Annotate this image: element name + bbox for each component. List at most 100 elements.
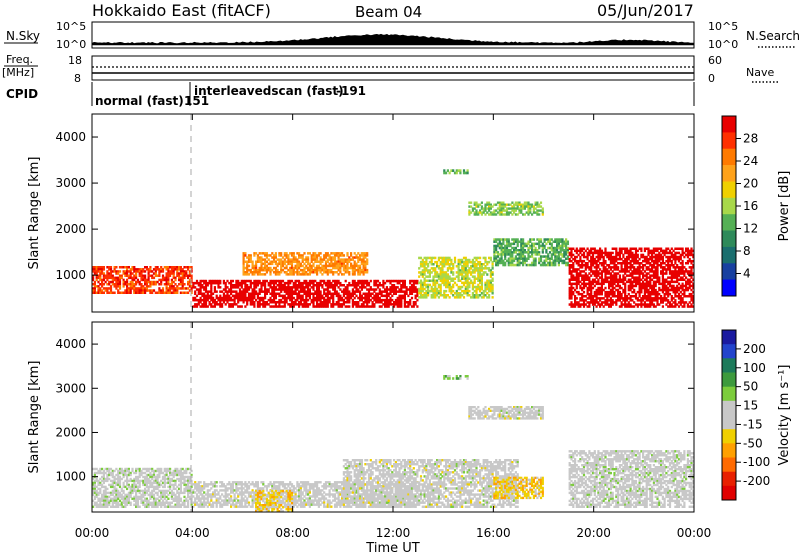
heatmap-cell	[262, 296, 265, 300]
heatmap-cell	[412, 286, 415, 289]
heatmap-cell	[269, 268, 272, 272]
heatmap-cell	[108, 491, 111, 495]
heatmap-cell	[111, 473, 114, 477]
heatmap-cell	[604, 295, 607, 298]
heatmap-cell	[235, 279, 238, 283]
heatmap-cell	[273, 298, 276, 302]
heatmap-cell	[627, 305, 630, 308]
heatmap-cell	[253, 279, 256, 283]
heatmap-cell	[595, 262, 598, 265]
heatmap-cell	[328, 264, 331, 268]
heatmap-cell	[407, 288, 410, 291]
heatmap-cell	[514, 201, 517, 204]
heatmap-cell	[109, 467, 113, 471]
heatmap-cell	[685, 268, 688, 271]
heatmap-cell	[135, 276, 138, 280]
heatmap-cell	[117, 495, 120, 499]
heatmap-cell	[265, 252, 268, 255]
heatmap-cell	[305, 260, 308, 263]
heatmap-cell	[661, 288, 664, 292]
heatmap-cell	[251, 296, 254, 300]
heatmap-cell	[342, 268, 345, 272]
heatmap-cell	[423, 292, 426, 295]
heatmap-cell	[634, 284, 638, 288]
heatmap-cell	[335, 292, 338, 295]
heatmap-cell	[273, 301, 276, 304]
heatmap-cell	[661, 299, 664, 302]
heatmap-cell	[505, 213, 509, 216]
heatmap-cell	[606, 272, 609, 275]
heatmap-cell	[633, 288, 636, 292]
heatmap-cell	[307, 268, 310, 272]
heatmap-cell	[531, 253, 534, 256]
heatmap-cell	[276, 271, 279, 274]
heatmap-cell	[643, 255, 646, 259]
heatmap-cell	[307, 256, 310, 259]
heatmap-cell	[170, 285, 173, 288]
heatmap-cell	[461, 277, 464, 280]
heatmap-cell	[461, 285, 464, 289]
heatmap-cell	[255, 279, 258, 283]
heatmap-cell	[640, 290, 643, 294]
heatmap-cell	[92, 487, 95, 491]
heatmap-cell	[582, 286, 586, 290]
heatmap-cell	[595, 249, 598, 253]
heatmap-cell	[425, 283, 428, 287]
heatmap-cell	[479, 209, 482, 212]
heatmap-cell	[575, 247, 578, 250]
heatmap-cell	[136, 268, 139, 271]
heatmap-cell	[425, 289, 428, 293]
heatmap-cell	[144, 280, 147, 284]
heatmap-cell	[602, 259, 605, 263]
heatmap-cell	[185, 274, 188, 277]
heatmap-cell	[584, 284, 587, 288]
heatmap-cell	[324, 284, 328, 287]
heatmap-cell	[446, 281, 449, 285]
heatmap-cell	[455, 271, 458, 274]
heatmap-cell	[439, 273, 442, 276]
heatmap-cell	[683, 288, 686, 292]
heatmap-cell	[577, 276, 580, 279]
heatmap-cell	[674, 272, 677, 275]
heatmap-cell	[235, 294, 238, 298]
heatmap-cell	[446, 294, 449, 297]
heatmap-cell	[342, 301, 345, 304]
heatmap-cell	[158, 283, 161, 286]
heatmap-cell	[649, 305, 652, 308]
heatmap-cell	[617, 292, 620, 296]
heatmap-cell	[350, 254, 353, 257]
heatmap-cell	[373, 281, 376, 285]
heatmap-cell	[384, 301, 387, 304]
heatmap-cell	[688, 270, 691, 273]
heatmap-cell	[436, 271, 439, 274]
heatmap-cell	[683, 272, 686, 275]
heatmap-cell	[593, 299, 596, 302]
heatmap-cell	[658, 257, 661, 261]
heatmap-cell	[305, 258, 308, 261]
heatmap-cell	[595, 266, 598, 269]
heatmap-cell	[242, 268, 245, 272]
heatmap-cell	[656, 259, 659, 263]
heatmap-cell	[108, 276, 111, 280]
heatmap-cell	[565, 240, 568, 243]
heatmap-cell	[418, 267, 421, 270]
heatmap-cell	[500, 257, 503, 260]
heatmap-cell	[296, 264, 299, 268]
heatmap-cell	[446, 277, 449, 280]
heatmap-cell	[170, 270, 173, 273]
nsky-trace	[91, 33, 695, 46]
heatmap-cell	[600, 272, 603, 275]
heatmap-cell	[570, 251, 573, 255]
heatmap-cell	[319, 303, 322, 306]
heatmap-cell	[556, 238, 559, 241]
heatmap-cell	[262, 281, 265, 285]
heatmap-cell	[219, 294, 222, 298]
heatmap-cell	[262, 273, 265, 276]
heatmap-cell	[195, 281, 199, 285]
heatmap-cell	[249, 286, 252, 289]
heatmap-cell	[507, 257, 510, 260]
heatmap-cell	[692, 284, 695, 288]
heatmap-cell	[559, 238, 562, 241]
heatmap-cell	[629, 251, 632, 255]
heatmap-cell	[597, 257, 600, 261]
